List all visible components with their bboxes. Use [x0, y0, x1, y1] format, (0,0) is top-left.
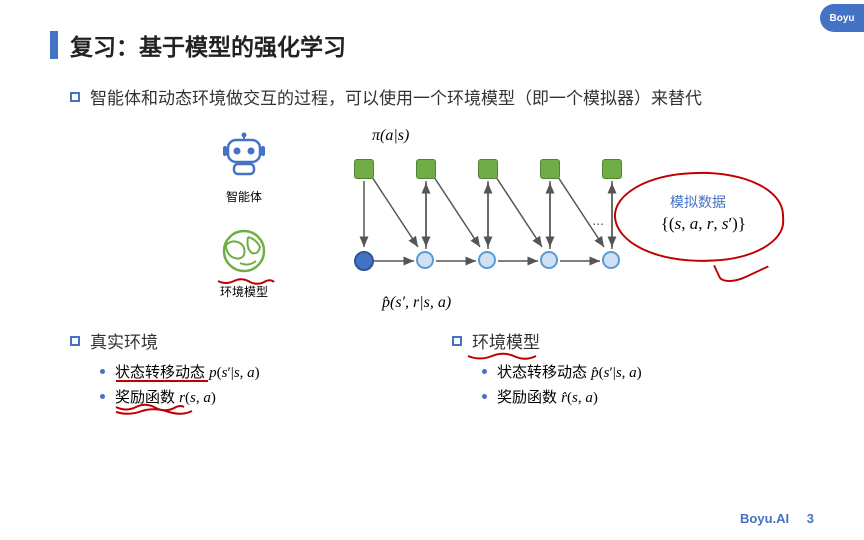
right-sub2: 奖励函数 r̂(s, a)	[482, 386, 814, 407]
action-node	[540, 159, 560, 179]
dot-icon	[482, 369, 487, 374]
footer-brand: Boyu.AI	[740, 511, 789, 526]
action-node	[416, 159, 436, 179]
state-node	[416, 251, 434, 269]
intro-bullet: 智能体和动态环境做交互的过程，可以使用一个环境模型（即一个模拟器）来替代	[70, 86, 814, 112]
right-sub1: 状态转移动态 p̂(s′|s, a)	[482, 361, 814, 382]
red-underline	[114, 378, 210, 386]
bullet-icon	[70, 92, 80, 102]
title-bar: 复习：基于模型的强化学习	[50, 28, 814, 62]
diagram: 智能体 环境模型 π(a|s) p̂(s′, r|s, a)	[50, 122, 814, 322]
right-column: 环境模型 状态转移动态 p̂(s′|s, a) 奖励函数 r̂(s, a)	[432, 330, 814, 408]
title-accent	[50, 31, 58, 59]
right-sub1-text: 状态转移动态 p̂(s′|s, a)	[497, 361, 642, 382]
env-icon: 环境模型	[220, 227, 268, 300]
dot-icon	[100, 369, 105, 374]
dot-icon	[100, 394, 105, 399]
right-head-bullet: 环境模型	[452, 330, 814, 356]
ellipsis: ...	[592, 212, 604, 228]
bullet-icon	[70, 336, 80, 346]
red-wavy-underline	[466, 352, 540, 362]
right-sub2-text: 奖励函数 r̂(s, a)	[497, 386, 598, 407]
left-sub1: 状态转移动态 p(s′|s, a)	[100, 361, 432, 382]
state-node	[540, 251, 558, 269]
agent-icon: 智能体	[220, 132, 268, 205]
state-node-initial	[354, 251, 374, 271]
bullet-icon	[452, 336, 462, 346]
columns: 真实环境 状态转移动态 p(s′|s, a) 奖励函数 r(s, a) 环境模型	[50, 330, 814, 408]
left-head-bullet: 真实环境	[70, 330, 432, 356]
state-node	[478, 251, 496, 269]
slide: Boyu 复习：基于模型的强化学习 智能体和动态环境做交互的过程，可以使用一个环…	[0, 0, 864, 540]
brand-badge: Boyu	[820, 4, 864, 32]
pi-formula: π(a|s)	[372, 127, 409, 145]
red-underline-env	[216, 277, 276, 287]
agent-label: 智能体	[220, 188, 268, 205]
page-number: 3	[807, 511, 814, 526]
action-node	[478, 159, 498, 179]
left-column: 真实环境 状态转移动态 p(s′|s, a) 奖励函数 r(s, a)	[50, 330, 432, 408]
state-node	[602, 251, 620, 269]
left-head-text: 真实环境	[90, 330, 158, 356]
page-title: 复习：基于模型的强化学习	[70, 28, 346, 62]
footer: Boyu.AI 3	[740, 511, 814, 526]
rollout-graph	[330, 147, 620, 287]
left-sub2: 奖励函数 r(s, a)	[100, 386, 432, 407]
p-formula: p̂(s′, r|s, a)	[382, 294, 451, 312]
red-wavy-underline	[114, 402, 244, 416]
action-node	[354, 159, 374, 179]
intro-text: 智能体和动态环境做交互的过程，可以使用一个环境模型（即一个模拟器）来替代	[90, 86, 702, 112]
action-node	[602, 159, 622, 179]
dot-icon	[482, 394, 487, 399]
